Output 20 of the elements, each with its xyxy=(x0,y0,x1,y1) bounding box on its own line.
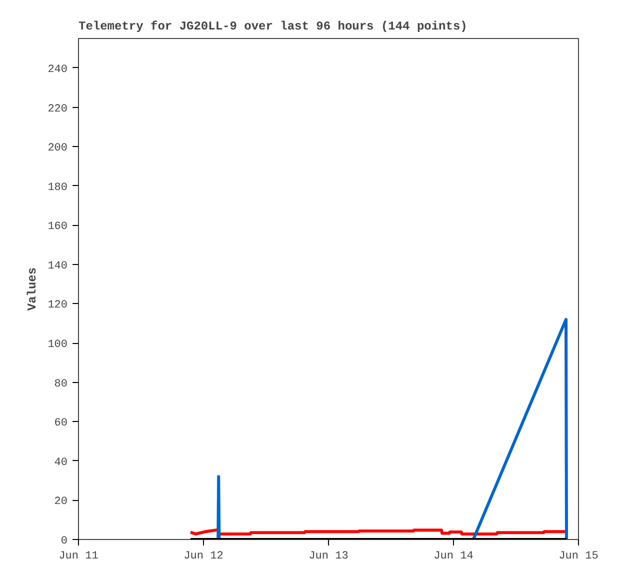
y-tick-label: 180 xyxy=(48,182,68,194)
x-tick-label: Jun 13 xyxy=(308,550,348,562)
y-tick-label: 120 xyxy=(48,300,68,312)
x-tick-label: Jun 14 xyxy=(434,550,474,562)
y-tick-label: 160 xyxy=(48,221,68,234)
y-tick-label: 140 xyxy=(48,260,68,272)
y-tick-label: 20 xyxy=(54,496,68,508)
y-tick-label: 0 xyxy=(60,536,68,548)
y-tick-label: 80 xyxy=(54,378,68,390)
x-tick-label: Jun 15 xyxy=(558,550,598,562)
y-tick-label: 100 xyxy=(48,339,68,352)
y-tick-label: 220 xyxy=(48,103,68,116)
y-tick-label: 60 xyxy=(54,418,68,430)
chart-title: Telemetry for JG20LL-9 over last 96 hours (144 points) xyxy=(78,20,468,34)
y-axis-title: Values xyxy=(26,267,40,311)
x-tick-label: Jun 11 xyxy=(58,550,99,562)
y-tick-label: 40 xyxy=(54,456,68,469)
y-tick-label: 240 xyxy=(48,64,68,76)
y-tick-label: 200 xyxy=(48,142,68,155)
x-tick-label: Jun 12 xyxy=(184,550,224,562)
